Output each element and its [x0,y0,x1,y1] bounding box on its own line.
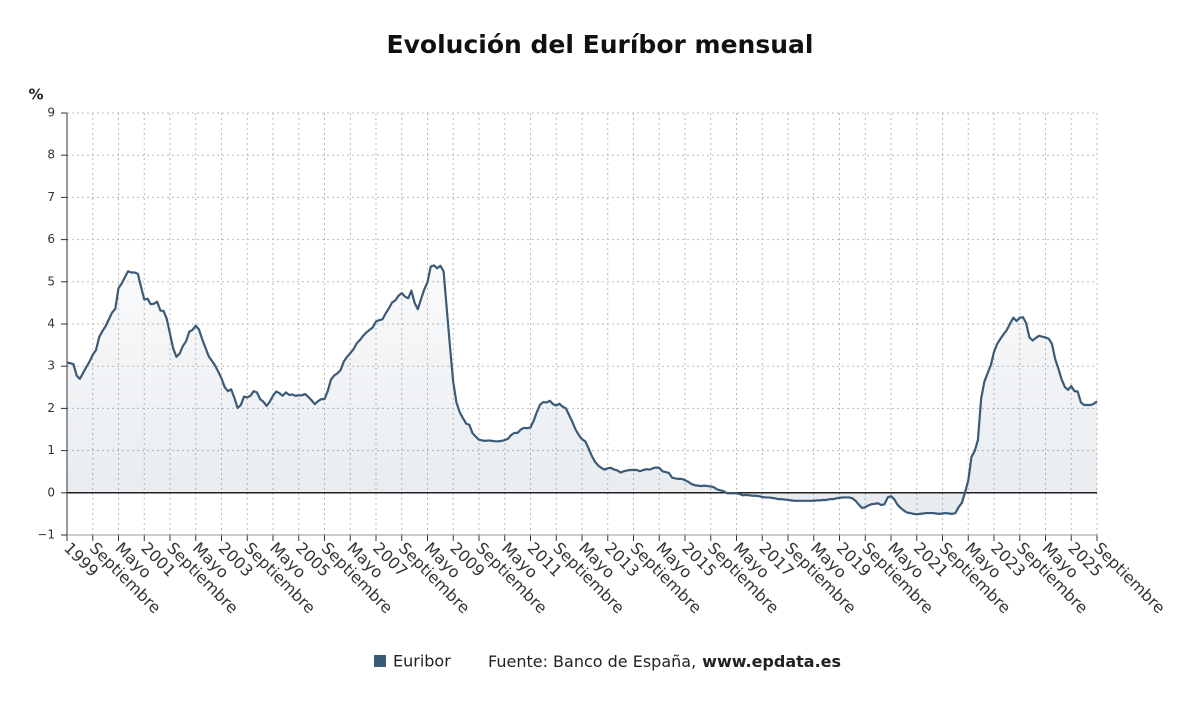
y-tick-label: 1 [47,443,55,457]
y-tick-label: 9 [47,106,55,120]
y-tick-label: 4 [47,317,55,331]
y-tick-label: 5 [47,274,55,288]
y-tick-label: 8 [47,148,55,162]
y-tick-label: 6 [47,232,55,246]
legend-label: Euribor [393,652,451,671]
source-text: Fuente: Banco de España, [488,652,696,671]
area [67,265,1097,515]
y-axis-label: % [28,86,43,104]
y-tick-label: 7 [47,190,55,204]
x-tick-label: Septiembre [1090,538,1169,617]
chart-title: Evolución del Euríbor mensual [387,30,814,59]
legend: Euribor Fuente: Banco de España, www.epda… [374,652,841,671]
y-tick-label: 2 [47,401,55,415]
y-tick-label: −1 [37,528,55,542]
source-link: www.epdata.es [702,652,841,671]
y-tick-label: 3 [47,359,55,373]
legend-swatch [374,655,386,667]
source: Fuente: Banco de España, www.epdata.es [488,652,841,671]
y-tick-label: 0 [47,485,55,499]
line [66,264,1098,516]
